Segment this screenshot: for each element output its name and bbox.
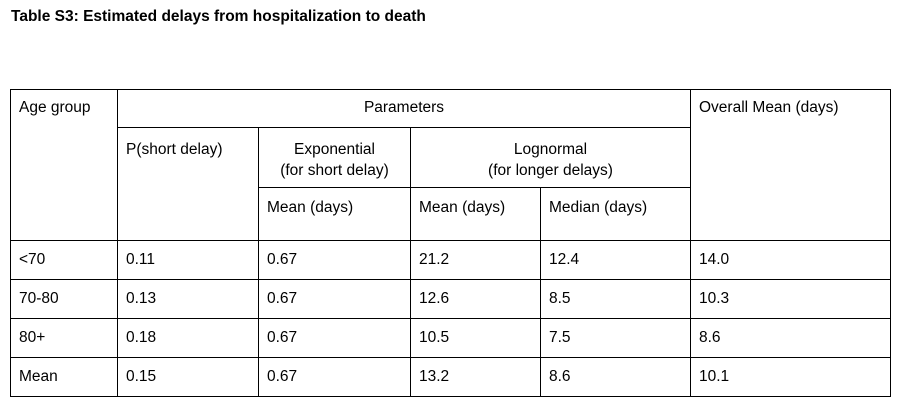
cell-logn-mean: 21.2 — [410, 240, 541, 280]
header-exponential-title: Exponential — [293, 141, 375, 158]
cell-logn-mean: 12.6 — [410, 279, 541, 319]
header-lognormal-subtitle: (for longer delays) — [488, 162, 613, 179]
cell-logn-median: 8.6 — [540, 357, 691, 397]
header-exponential: Exponential (for short delay) — [258, 127, 411, 188]
table-row: Mean 0.15 0.67 13.2 8.6 10.1 — [10, 357, 891, 397]
header-row-1: Age group Parameters Overall Mean (days) — [10, 89, 891, 241]
header-row-2: P(short delay) Exponential (for short de… — [11, 127, 891, 241]
cell-exp-mean: 0.67 — [258, 279, 411, 319]
header-lognormal-title: Lognormal — [513, 141, 588, 158]
cell-overall: 10.3 — [690, 279, 891, 319]
header-logn-median: Median (days) — [540, 187, 691, 241]
cell-overall: 14.0 — [690, 240, 891, 280]
table-row: 70-80 0.13 0.67 12.6 8.5 10.3 — [10, 279, 891, 319]
cell-age: <70 — [10, 240, 118, 280]
cell-overall: 10.1 — [690, 357, 891, 397]
cell-logn-median: 12.4 — [540, 240, 691, 280]
header-p-short-delay: P(short delay) — [117, 127, 259, 241]
cell-age: 80+ — [10, 318, 118, 358]
header-overall-mean: Overall Mean (days) — [690, 89, 891, 241]
cell-p-short: 0.15 — [117, 357, 259, 397]
cell-logn-median: 8.5 — [540, 279, 691, 319]
header-logn-mean: Mean (days) — [410, 187, 541, 241]
cell-p-short: 0.13 — [117, 279, 259, 319]
cell-overall: 8.6 — [690, 318, 891, 358]
table-title: Table S3: Estimated delays from hospital… — [11, 8, 426, 25]
table-row: 80+ 0.18 0.67 10.5 7.5 8.6 — [10, 318, 891, 358]
cell-age: 70-80 — [10, 279, 118, 319]
cell-p-short: 0.18 — [117, 318, 259, 358]
cell-logn-median: 7.5 — [540, 318, 691, 358]
cell-logn-mean: 10.5 — [410, 318, 541, 358]
cell-age: Mean — [10, 357, 118, 397]
cell-exp-mean: 0.67 — [258, 357, 411, 397]
cell-exp-mean: 0.67 — [258, 318, 411, 358]
header-row-3: Mean (days) Mean (days) Median (days) — [11, 187, 891, 241]
header-exponential-subtitle: (for short delay) — [280, 162, 389, 179]
cell-logn-mean: 13.2 — [410, 357, 541, 397]
cell-p-short: 0.11 — [117, 240, 259, 280]
delays-table: Age group Parameters Overall Mean (days)… — [10, 89, 891, 397]
header-exp-mean: Mean (days) — [258, 187, 411, 241]
header-age-group: Age group — [10, 89, 118, 241]
header-lognormal: Lognormal (for longer delays) — [410, 127, 691, 188]
cell-exp-mean: 0.67 — [258, 240, 411, 280]
header-parameters: Parameters — [117, 89, 691, 128]
table-row: <70 0.11 0.67 21.2 12.4 14.0 — [10, 240, 891, 280]
